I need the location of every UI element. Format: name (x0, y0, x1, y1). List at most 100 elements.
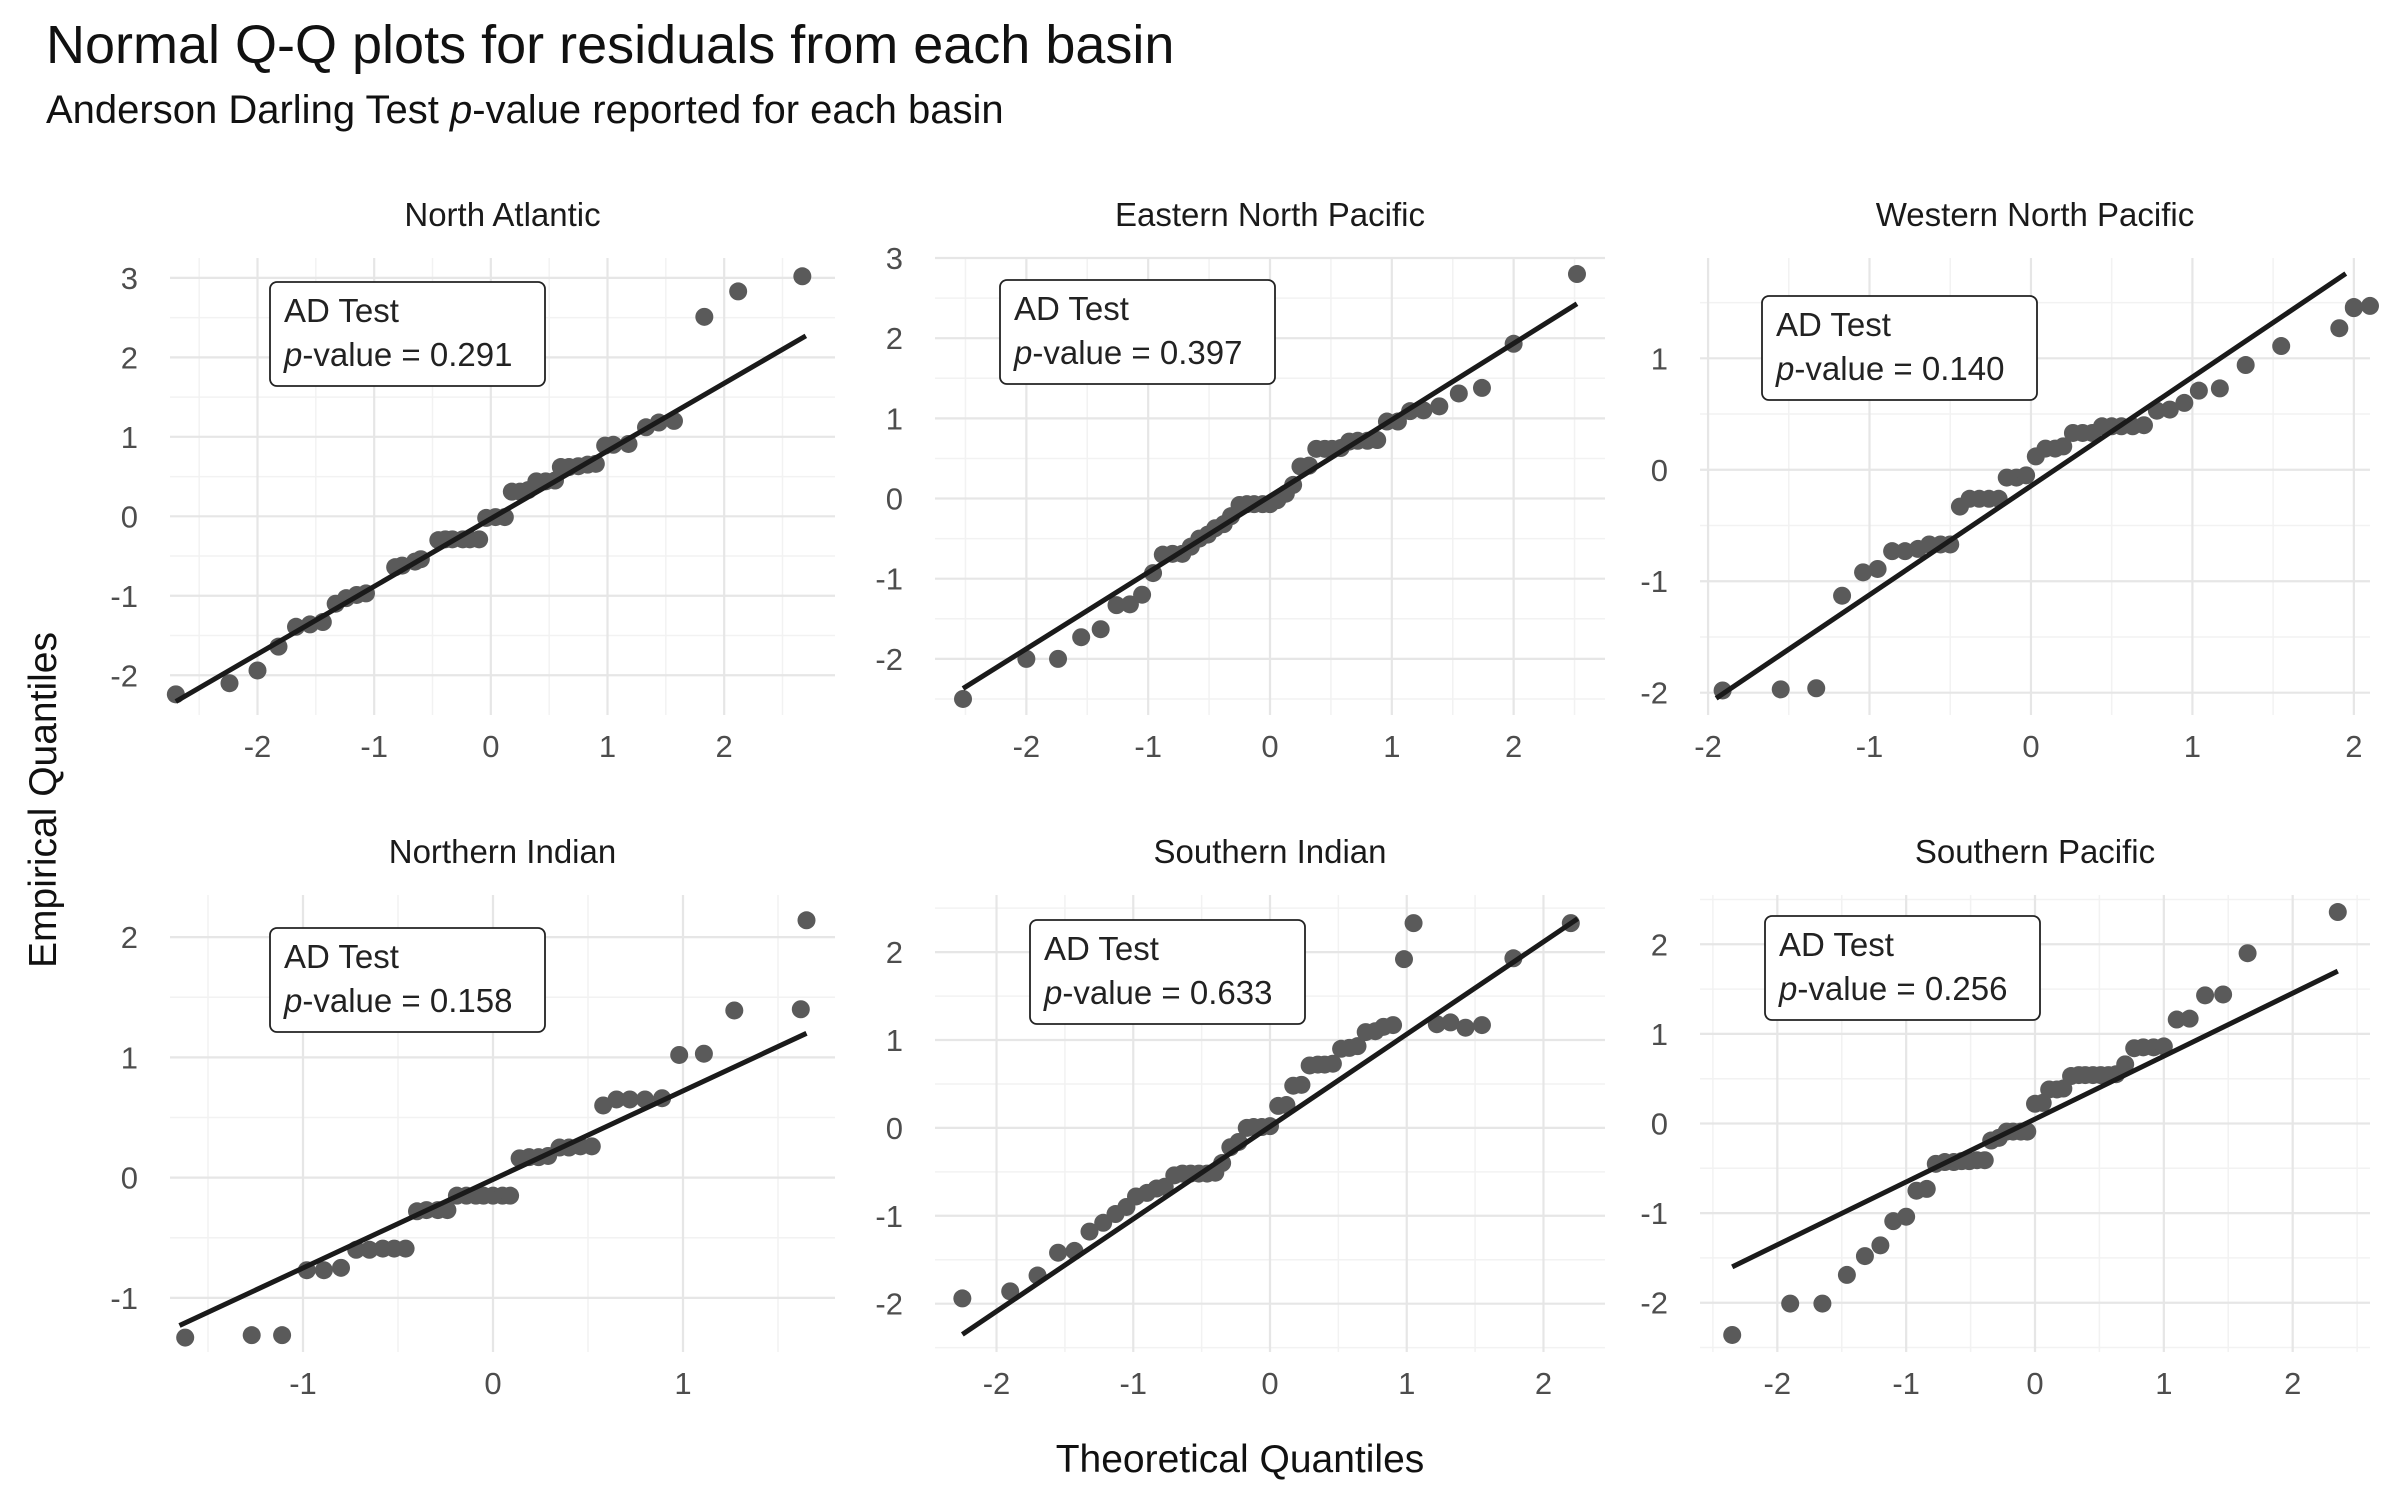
data-point (1871, 1236, 1890, 1255)
data-point (1395, 950, 1413, 969)
ad-test-box (269, 281, 546, 387)
data-point (438, 1201, 457, 1220)
reference-line (1714, 271, 2348, 701)
data-point (1855, 1247, 1874, 1266)
data-point (2361, 296, 2379, 315)
ad-test-box (1761, 295, 2038, 401)
data-point (1049, 1243, 1068, 1262)
data-point (1883, 542, 1902, 561)
ad-test-heading: AD Test (1014, 290, 1129, 327)
data-point (797, 911, 816, 930)
data-point (729, 282, 748, 301)
ad-test-heading: AD Test (1779, 926, 1894, 963)
y-tick-label: -1 (875, 562, 903, 597)
ad-test-box (1029, 919, 1306, 1025)
panel-0: -2 -1 0 1 2 -2 -1 0 1 2 3 North Atlantic AD Test p-va… (110, 196, 835, 764)
x-tick-label: -1 (289, 1366, 317, 1401)
x-tick-label: 0 (2022, 729, 2039, 764)
panel-title: Northern Indian (389, 833, 616, 870)
data-point (1807, 679, 1826, 698)
panel-2: -2 -1 0 1 2 -2 -1 0 1 Western North Pacific AD Tes… (1640, 196, 2379, 764)
data-point (1368, 430, 1387, 449)
x-tick-label: -1 (1119, 1366, 1147, 1401)
data-point (2033, 1093, 2052, 1112)
ad-test-heading: AD Test (1776, 306, 1891, 343)
x-tick-label: 1 (674, 1366, 691, 1401)
data-point (1472, 1016, 1491, 1035)
data-point (2160, 400, 2179, 419)
subtitle-suffix: -value reported for each basin (472, 88, 1004, 132)
subtitle-prefix: Anderson Darling Test (46, 88, 450, 132)
x-axis-label: Theoretical Quantiles (1055, 1438, 1425, 1481)
data-point (1430, 397, 1449, 416)
ad-test-pvalue: p-value = 0.397 (1013, 334, 1242, 371)
ad-test-box (269, 927, 546, 1033)
data-point (791, 1000, 810, 1019)
data-point (2167, 1010, 2186, 1029)
data-point (1001, 1282, 1020, 1301)
ad-test-pvalue: p-value = 0.633 (1043, 974, 1272, 1011)
y-tick-label: -2 (1640, 1286, 1668, 1321)
data-point (2180, 1009, 2199, 1028)
data-point (1567, 265, 1586, 284)
y-tick-label: 0 (1651, 1107, 1668, 1142)
y-tick-label: 1 (121, 420, 138, 455)
y-tick-label: 2 (886, 935, 903, 970)
y-tick-label: 1 (1651, 341, 1668, 376)
y-tick-label: -2 (110, 658, 138, 693)
x-tick-label: 0 (1261, 1366, 1278, 1401)
y-tick-label: -1 (110, 579, 138, 614)
data-point (1080, 1222, 1099, 1241)
ad-test-pvalue: p-value = 0.140 (1775, 350, 2004, 387)
data-point (2017, 466, 2036, 485)
x-tick-label: 1 (2184, 729, 2201, 764)
y-tick-label: 3 (886, 241, 903, 276)
data-point (1414, 401, 1433, 420)
x-tick-label: 2 (1505, 729, 1522, 764)
y-tick-label: 0 (886, 482, 903, 517)
ad-test-pvalue: p-value = 0.256 (1778, 970, 2007, 1007)
x-tick-label: 0 (484, 1366, 501, 1401)
data-point (2210, 379, 2229, 398)
data-point (1133, 585, 1152, 604)
data-point (1120, 595, 1139, 614)
data-point (273, 1326, 292, 1345)
data-point (1323, 1054, 1342, 1073)
y-tick-label: 2 (121, 920, 138, 955)
data-point (314, 1261, 333, 1280)
data-point (360, 1240, 379, 1259)
x-tick-label: 0 (1261, 729, 1278, 764)
x-tick-label: 1 (2155, 1366, 2172, 1401)
panel-title: Western North Pacific (1876, 196, 2195, 233)
reference-line (960, 916, 1580, 1337)
reference-line (1731, 968, 2339, 1270)
y-tick-label: 2 (121, 340, 138, 375)
data-point (2236, 356, 2255, 375)
y-tick-label: 1 (121, 1040, 138, 1075)
x-tick-label: -2 (1764, 1366, 1792, 1401)
data-point (2175, 393, 2194, 412)
data-point (220, 674, 239, 693)
data-point (2214, 985, 2233, 1004)
data-point (470, 530, 489, 549)
panel-5: -2 -1 0 1 2 -2 -1 0 1 2 Southern Pacific AD Test p-v… (1640, 833, 2370, 1401)
ad-test-pvalue: p-value = 0.158 (283, 982, 512, 1019)
data-point (1837, 1265, 1856, 1284)
ad-test-box (1764, 915, 2041, 1021)
y-tick-label: -2 (875, 642, 903, 677)
x-tick-label: 1 (1383, 729, 1400, 764)
y-tick-label: -1 (110, 1281, 138, 1316)
x-tick-label: 0 (2026, 1366, 2043, 1401)
data-point (1348, 1037, 1367, 1056)
data-point (1384, 1016, 1403, 1035)
panel-1: -2 -1 0 1 2 -2 -1 0 1 2 3 Eastern North Pacific AD T… (875, 196, 1605, 764)
data-point (1292, 1075, 1311, 1094)
data-point (793, 267, 812, 286)
data-point (1441, 1013, 1460, 1032)
y-tick-label: 1 (1651, 1017, 1668, 1052)
y-tick-label: 3 (121, 261, 138, 296)
y-tick-label: 1 (886, 1023, 903, 1058)
ad-test-pvalue: p-value = 0.291 (283, 336, 512, 373)
data-point (2344, 298, 2363, 317)
data-point (620, 1090, 639, 1109)
